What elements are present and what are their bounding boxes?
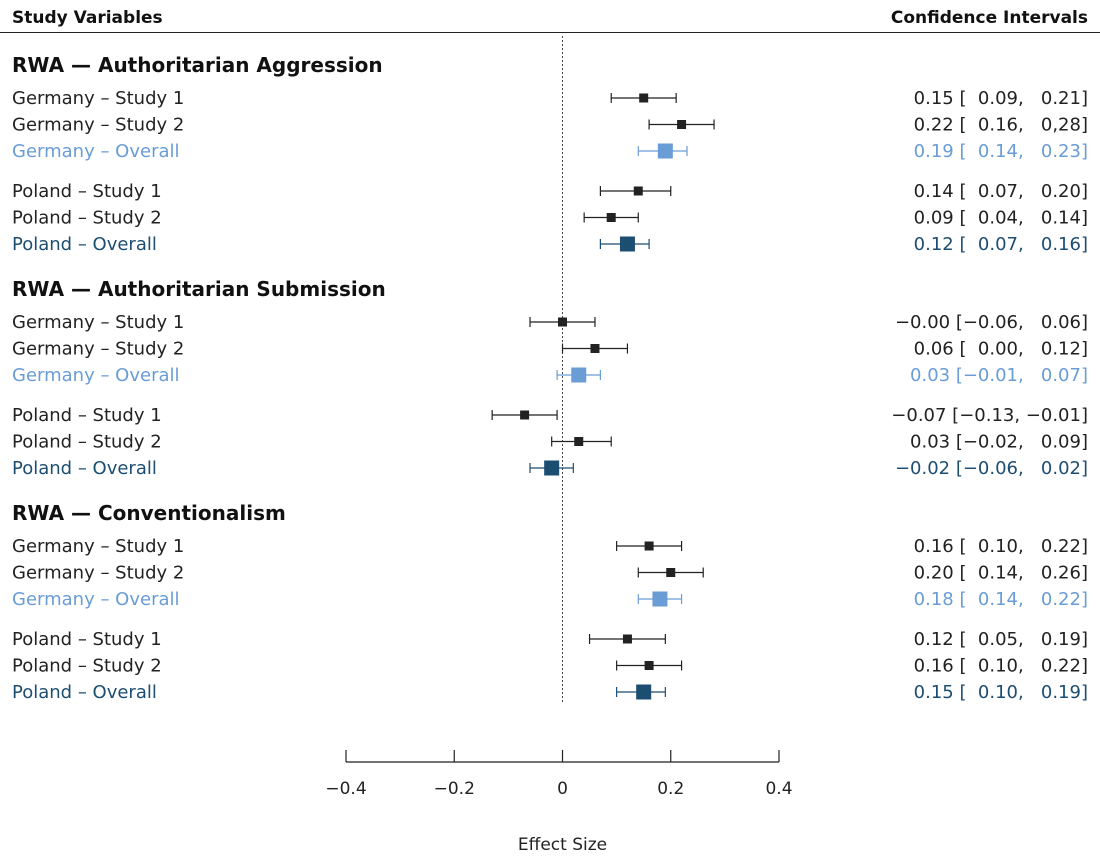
row-label: Poland – Study 1 [12,181,162,202]
row-label: Poland – Study 2 [12,656,162,677]
ci-text: −0.07 [−0.13, −0.01] [891,405,1088,426]
row-label: Poland – Overall [12,458,157,479]
forest-row: Germany – Overall 0.03 [−0.01, 0.07] [12,365,1088,386]
forest-row: Poland – Overall −0.02 [−0.06, 0.02] [12,458,1088,479]
point-estimate [657,143,673,159]
group-title: RWA — Authoritarian Submission [12,277,386,301]
forest-row: Poland – Study 1 −0.07 [−0.13, −0.01] [12,405,1088,426]
forest-row: Germany – Study 2 0.06 [ 0.00, 0.12] [12,339,1088,360]
x-tick-label: 0.4 [765,779,792,799]
forest-row: Poland – Overall 0.12 [ 0.07, 0.16] [12,234,1088,255]
ci-text: 0.16 [ 0.10, 0.22] [914,536,1088,557]
ci-text: 0.22 [ 0.16, 0,28] [914,115,1088,136]
x-tick-label: −0.4 [325,779,366,799]
x-tick-label: 0.2 [657,779,684,799]
ci-text: 0.06 [ 0.00, 0.12] [914,339,1088,360]
forest-row: Poland – Study 1 0.14 [ 0.07, 0.20] [12,181,1088,202]
ci-text: 0.12 [ 0.05, 0.19] [914,629,1088,650]
forest-row: Germany – Study 1 0.15 [ 0.09, 0.21] [12,88,1088,109]
forest-row: Germany – Study 2 0.22 [ 0.16, 0,28] [12,115,1088,136]
ci-text: 0.15 [ 0.09, 0.21] [914,88,1088,109]
groups-layer: RWA — Authoritarian Aggression Germany – … [12,53,1088,703]
forest-row: Poland – Study 2 0.03 [−0.02, 0.09] [12,432,1088,453]
point-estimate [606,213,616,222]
forest-row: Poland – Study 2 0.09 [ 0.04, 0.14] [12,208,1088,229]
study-variables-header: Study Variables [12,8,163,28]
ci-text: −0.00 [−0.06, 0.06] [895,312,1088,333]
row-label: Germany – Overall [12,365,180,386]
point-estimate [619,236,635,252]
group-1: RWA — Authoritarian Aggression Germany – … [12,53,1088,255]
ci-text: −0.02 [−0.06, 0.02] [895,458,1088,479]
row-label: Poland – Study 2 [12,432,162,453]
point-estimate [571,367,587,383]
group-2: RWA — Authoritarian Submission Germany – … [12,277,1088,479]
ci-text: 0.15 [ 0.10, 0.19] [914,682,1088,703]
point-estimate [644,661,654,670]
row-label: Germany – Study 1 [12,88,184,109]
row-label: Poland – Study 1 [12,629,162,650]
forest-row: Poland – Overall 0.15 [ 0.10, 0.19] [12,682,1088,703]
forest-row: Poland – Study 2 0.16 [ 0.10, 0.22] [12,656,1088,677]
point-estimate [574,437,584,446]
x-axis-title: Effect Size [518,835,607,855]
row-label: Poland – Overall [12,682,157,703]
forest-row: Germany – Study 1 −0.00 [−0.06, 0.06] [12,312,1088,333]
confidence-intervals-header: Confidence Intervals [890,8,1088,28]
point-estimate [652,591,668,607]
row-label: Germany – Study 1 [12,312,184,333]
point-estimate [633,186,643,196]
ci-text: 0.09 [ 0.04, 0.14] [914,208,1088,229]
ci-text: 0.18 [ 0.14, 0.22] [914,589,1088,610]
row-label: Germany – Study 2 [12,563,184,584]
ci-text: 0.03 [−0.01, 0.07] [910,365,1088,386]
row-label: Germany – Study 1 [12,536,184,557]
row-label: Germany – Study 2 [12,339,184,360]
point-estimate [622,634,632,644]
row-label: Germany – Study 2 [12,115,184,136]
forest-row: Germany – Overall 0.19 [ 0.14, 0.23] [12,141,1088,162]
forest-row: Germany – Overall 0.18 [ 0.14, 0.22] [12,589,1088,610]
group-title: RWA — Conventionalism [12,501,286,525]
point-estimate [520,410,530,420]
point-estimate [677,120,687,129]
row-label: Germany – Overall [12,589,180,610]
point-estimate [544,460,560,476]
group-title: RWA — Authoritarian Aggression [12,53,383,77]
header-rule [0,32,1100,33]
point-estimate [639,93,649,103]
point-estimate [558,317,567,327]
x-tick-label: −0.2 [434,779,475,799]
point-estimate [636,684,652,700]
ci-text: 0.14 [ 0.07, 0.20] [914,181,1088,202]
forest-row: Germany – Study 2 0.20 [ 0.14, 0.26] [12,563,1088,584]
ci-text: 0.12 [ 0.07, 0.16] [914,234,1088,255]
forest-row: Germany – Study 1 0.16 [ 0.10, 0.22] [12,536,1088,557]
row-label: Poland – Study 2 [12,208,162,229]
forest-row: Poland – Study 1 0.12 [ 0.05, 0.19] [12,629,1088,650]
ci-text: 0.16 [ 0.10, 0.22] [914,656,1088,677]
point-estimate [666,568,676,577]
group-3: RWA — Conventionalism Germany – Study 1 0.… [12,501,1088,703]
row-label: Poland – Overall [12,234,157,255]
point-estimate [590,344,600,353]
ci-text: 0.19 [ 0.14, 0.23] [914,141,1088,162]
ci-text: 0.20 [ 0.14, 0.26] [914,563,1088,584]
row-label: Germany – Overall [12,141,180,162]
x-axis: −0.4 −0.2 0 0.2 0.4 Effect Size [325,750,793,855]
point-estimate [644,541,654,551]
ci-text: 0.03 [−0.02, 0.09] [910,432,1088,453]
row-label: Poland – Study 1 [12,405,162,426]
x-tick-label: 0 [557,779,568,799]
